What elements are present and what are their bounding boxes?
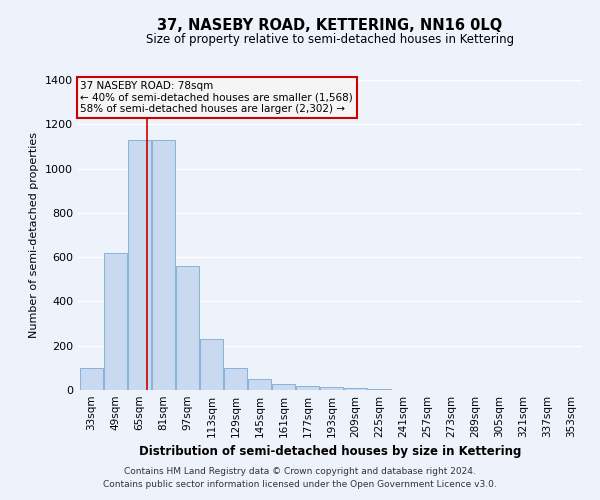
Bar	[200, 339, 223, 390]
Bar	[80, 368, 103, 390]
X-axis label: Distribution of semi-detached houses by size in Kettering: Distribution of semi-detached houses by …	[139, 446, 521, 458]
Bar	[272, 384, 295, 390]
Bar	[152, 140, 175, 390]
Text: 37 NASEBY ROAD: 78sqm
← 40% of semi-detached houses are smaller (1,568)
58% of s: 37 NASEBY ROAD: 78sqm ← 40% of semi-deta…	[80, 81, 353, 114]
Bar	[224, 368, 247, 390]
Text: Contains public sector information licensed under the Open Government Licence v3: Contains public sector information licen…	[103, 480, 497, 489]
Bar	[344, 388, 367, 390]
Bar	[368, 389, 391, 390]
Text: 37, NASEBY ROAD, KETTERING, NN16 0LQ: 37, NASEBY ROAD, KETTERING, NN16 0LQ	[157, 18, 503, 32]
Text: Size of property relative to semi-detached houses in Kettering: Size of property relative to semi-detach…	[146, 32, 514, 46]
Bar	[128, 140, 151, 390]
Bar	[104, 252, 127, 390]
Bar	[176, 266, 199, 390]
Y-axis label: Number of semi-detached properties: Number of semi-detached properties	[29, 132, 40, 338]
Bar	[248, 379, 271, 390]
Bar	[296, 386, 319, 390]
Bar	[320, 386, 343, 390]
Text: Contains HM Land Registry data © Crown copyright and database right 2024.: Contains HM Land Registry data © Crown c…	[124, 467, 476, 476]
